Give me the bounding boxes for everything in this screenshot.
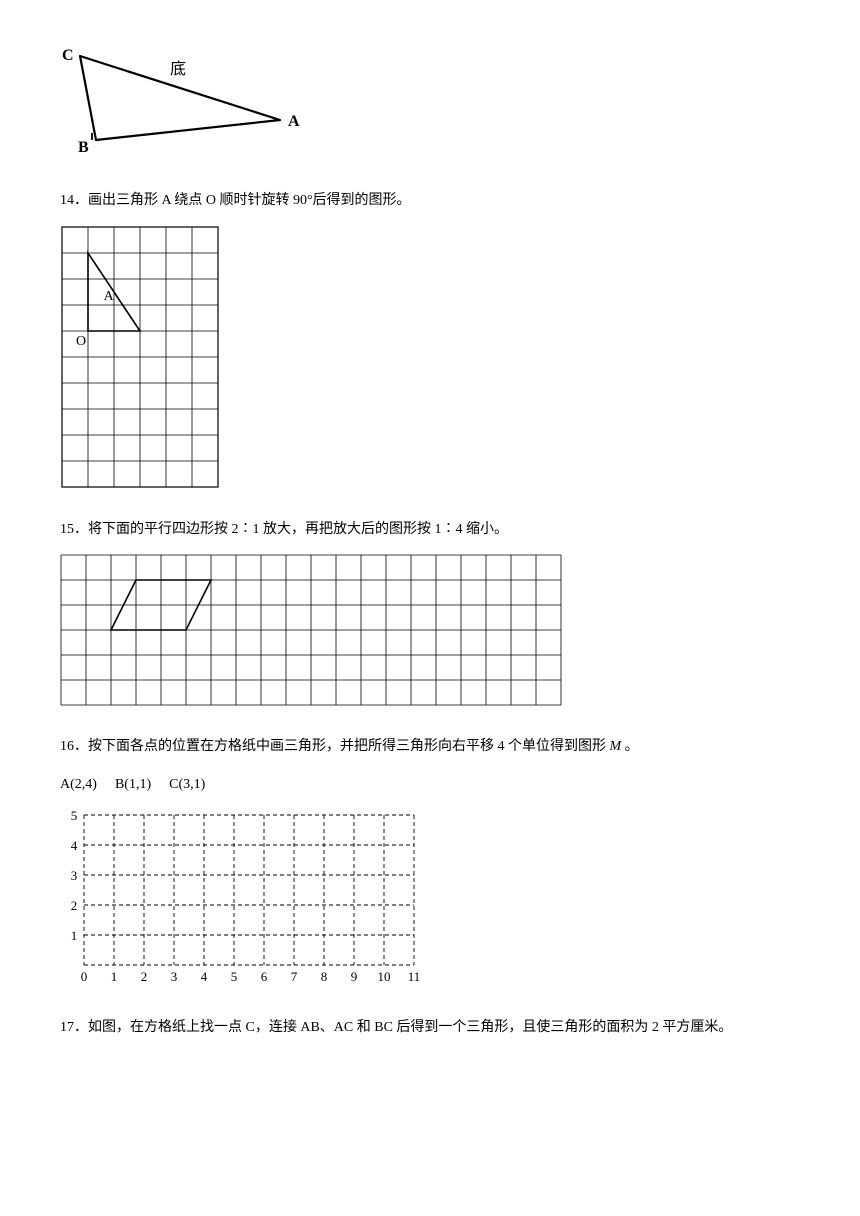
question-17: 17．如图，在方格纸上找一点 C，连接 AB、AC 和 BC 后得到一个三角形，… [60, 1015, 800, 1040]
q17-text: 17．如图，在方格纸上找一点 C，连接 AB、AC 和 BC 后得到一个三角形，… [60, 1015, 800, 1040]
svg-text:10: 10 [378, 969, 391, 984]
q15-text: 15．将下面的平行四边形按 2∶1 放大，再把放大后的图形按 1∶4 缩小。 [60, 517, 800, 542]
q15-stem: 将下面的平行四边形按 2∶1 放大，再把放大后的图形按 1∶4 缩小。 [88, 522, 508, 537]
svg-text:5: 5 [231, 969, 238, 984]
svg-text:3: 3 [171, 969, 178, 984]
svg-text:6: 6 [261, 969, 268, 984]
q16-M: M [610, 739, 622, 754]
coord-A: A(2,4) [60, 777, 97, 792]
svg-text:0: 0 [81, 969, 88, 984]
q15-grid-svg [60, 554, 562, 706]
svg-text:8: 8 [321, 969, 328, 984]
q14-grid-svg: AO [60, 225, 220, 489]
svg-text:底: 底 [170, 60, 186, 78]
q16-grid-svg: 5432101234567891011 [60, 809, 420, 987]
svg-text:9: 9 [351, 969, 358, 984]
svg-text:4: 4 [71, 838, 78, 853]
q14-text: 14．画出三角形 A 绕点 O 顺时针旋转 90°后得到的图形。 [60, 188, 800, 213]
svg-text:4: 4 [201, 969, 208, 984]
q16-stem-before: 按下面各点的位置在方格纸中画三角形，并把所得三角形向右平移 4 个单位得到图形 [88, 739, 610, 754]
question-16: 16．按下面各点的位置在方格纸中画三角形，并把所得三角形向右平移 4 个单位得到… [60, 734, 800, 986]
q16-text: 16．按下面各点的位置在方格纸中画三角形，并把所得三角形向右平移 4 个单位得到… [60, 734, 800, 759]
svg-text:11: 11 [408, 969, 420, 984]
triangle-svg: C A B 底 [60, 40, 320, 160]
svg-text:A: A [104, 289, 115, 304]
question-15: 15．将下面的平行四边形按 2∶1 放大，再把放大后的图形按 1∶4 缩小。 [60, 517, 800, 706]
coord-C: C(3,1) [169, 777, 205, 792]
svg-text:2: 2 [71, 898, 78, 913]
q14-number: 14． [60, 193, 88, 208]
svg-text:O: O [76, 334, 86, 349]
q17-stem: 如图，在方格纸上找一点 C，连接 AB、AC 和 BC 后得到一个三角形，且使三… [88, 1020, 732, 1035]
coord-B: B(1,1) [115, 777, 151, 792]
q16-stem-after: 。 [621, 739, 639, 754]
svg-text:C: C [62, 47, 74, 64]
svg-text:1: 1 [71, 928, 78, 943]
svg-text:2: 2 [141, 969, 148, 984]
figure-triangle-cab: C A B 底 [60, 40, 800, 160]
q16-number: 16． [60, 739, 88, 754]
q17-number: 17． [60, 1020, 88, 1035]
q16-coordinates: A(2,4) B(1,1) C(3,1) [60, 772, 800, 797]
question-14: 14．画出三角形 A 绕点 O 顺时针旋转 90°后得到的图形。 AO [60, 188, 800, 489]
svg-text:A: A [288, 113, 300, 130]
svg-text:5: 5 [71, 809, 78, 823]
svg-text:7: 7 [291, 969, 298, 984]
svg-text:B: B [78, 139, 89, 156]
svg-text:3: 3 [71, 868, 78, 883]
q14-stem: 画出三角形 A 绕点 O 顺时针旋转 90°后得到的图形。 [88, 193, 411, 208]
svg-text:1: 1 [111, 969, 118, 984]
q15-number: 15． [60, 522, 88, 537]
